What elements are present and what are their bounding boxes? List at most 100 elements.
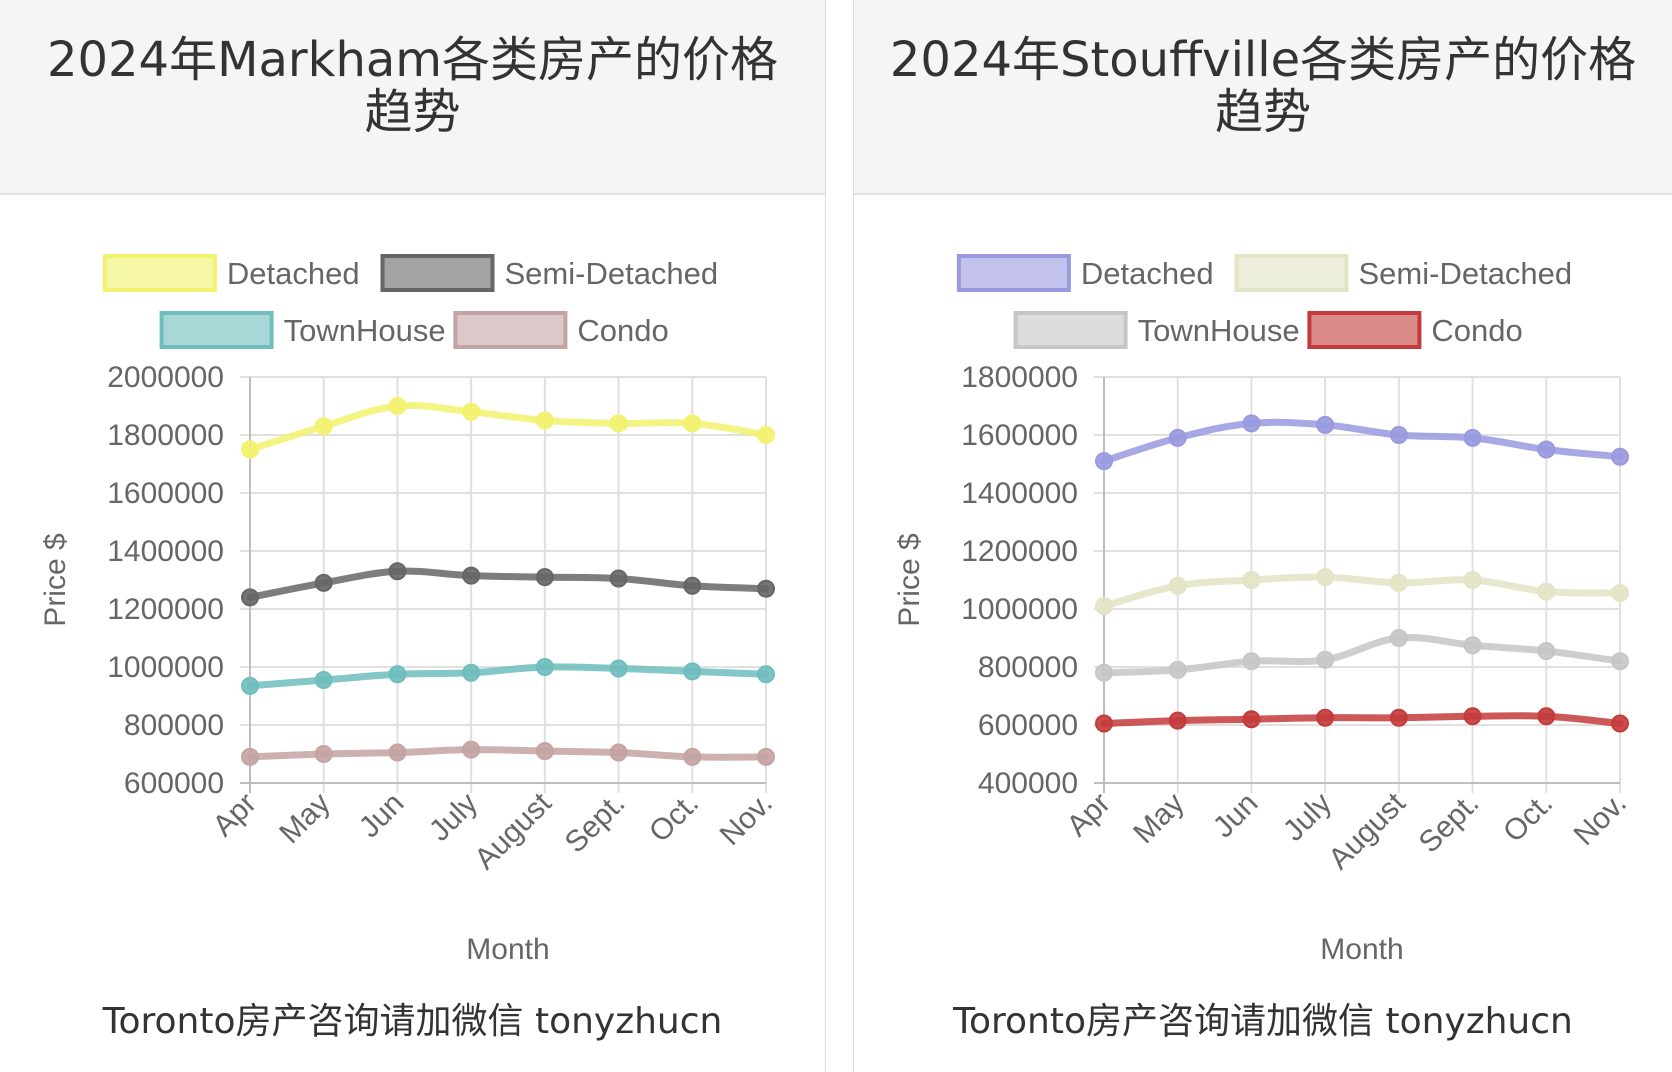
data-point[interactable] xyxy=(1389,573,1408,592)
data-point[interactable] xyxy=(757,665,775,684)
legend-item-semi-detached[interactable]: Semi-Detached xyxy=(380,254,719,292)
data-point[interactable] xyxy=(314,573,333,592)
data-point[interactable] xyxy=(609,569,628,588)
data-point[interactable] xyxy=(757,426,775,444)
y-tick-label: 1200000 xyxy=(961,535,1078,568)
data-point[interactable] xyxy=(609,414,628,433)
data-point[interactable] xyxy=(1168,576,1187,595)
data-point[interactable] xyxy=(1242,571,1261,589)
data-point[interactable] xyxy=(1389,629,1408,647)
chart-legend: Detached Semi-Detached TownHouse Condo xyxy=(102,254,719,349)
data-point[interactable] xyxy=(462,740,481,759)
legend-item-detached[interactable]: Detached xyxy=(102,254,360,292)
chart-legend: Detached Semi-Detached TownHouse Condo xyxy=(956,254,1573,349)
data-point[interactable] xyxy=(462,402,481,421)
data-point[interactable] xyxy=(1537,642,1556,661)
legend-swatch xyxy=(159,311,274,349)
data-point[interactable] xyxy=(683,576,702,595)
y-tick-label: 2000000 xyxy=(107,361,224,394)
data-point[interactable] xyxy=(1095,714,1113,733)
y-tick-label: 1400000 xyxy=(961,477,1078,510)
data-point[interactable] xyxy=(1168,428,1187,447)
data-point[interactable] xyxy=(241,747,259,766)
y-tick-label: 1400000 xyxy=(107,535,224,568)
data-point[interactable] xyxy=(1389,426,1408,444)
data-point[interactable] xyxy=(1463,707,1482,726)
data-point[interactable] xyxy=(757,579,775,598)
data-point[interactable] xyxy=(1095,597,1113,616)
x-axis-title: Month xyxy=(1320,933,1403,966)
data-point[interactable] xyxy=(1168,711,1187,730)
data-point[interactable] xyxy=(388,397,407,415)
y-tick-label: 600000 xyxy=(124,767,224,800)
legend-swatch xyxy=(1234,254,1349,292)
legend-label: Condo xyxy=(577,313,668,348)
data-point[interactable] xyxy=(314,671,333,690)
data-point[interactable] xyxy=(535,658,554,676)
data-point[interactable] xyxy=(241,440,259,459)
series-condo xyxy=(1095,707,1629,733)
data-point[interactable] xyxy=(1316,568,1335,587)
data-point[interactable] xyxy=(1537,582,1556,601)
data-point[interactable] xyxy=(535,568,554,587)
x-tick-label: May xyxy=(1127,787,1190,850)
data-point[interactable] xyxy=(1242,652,1261,671)
data-point[interactable] xyxy=(1168,660,1187,679)
data-point[interactable] xyxy=(1611,447,1629,466)
data-point[interactable] xyxy=(1463,571,1482,589)
data-point[interactable] xyxy=(609,743,628,762)
legend-item-townhouse[interactable]: TownHouse xyxy=(159,311,446,349)
series-semi-detached xyxy=(241,562,775,607)
y-tick-label: 800000 xyxy=(124,709,224,742)
data-point[interactable] xyxy=(1095,663,1113,682)
data-point[interactable] xyxy=(1389,708,1408,727)
panel-header: 2024年Stouffville各类房产的价格趋势 xyxy=(854,0,1672,195)
data-point[interactable] xyxy=(683,747,702,766)
data-point[interactable] xyxy=(683,662,702,681)
data-point[interactable] xyxy=(535,411,554,430)
data-point[interactable] xyxy=(1242,414,1261,433)
data-point[interactable] xyxy=(757,747,775,766)
y-tick-label: 400000 xyxy=(978,767,1078,800)
data-point[interactable] xyxy=(241,588,259,607)
data-point[interactable] xyxy=(535,742,554,761)
legend-item-townhouse[interactable]: TownHouse xyxy=(1013,311,1300,349)
data-point[interactable] xyxy=(1316,650,1335,669)
data-point[interactable] xyxy=(1463,636,1482,655)
data-point[interactable] xyxy=(1611,652,1629,671)
x-tick-label: Oct. xyxy=(1497,787,1559,849)
data-point[interactable] xyxy=(388,665,407,684)
data-point[interactable] xyxy=(314,745,333,763)
data-point[interactable] xyxy=(1463,428,1482,447)
data-point[interactable] xyxy=(1537,440,1556,459)
y-tick-label: 1800000 xyxy=(107,419,224,452)
legend-item-condo[interactable]: Condo xyxy=(1307,311,1523,349)
data-point[interactable] xyxy=(241,676,259,695)
series-townhouse xyxy=(241,658,775,695)
legend-label: Condo xyxy=(1431,313,1522,348)
legend-label: TownHouse xyxy=(1138,313,1300,348)
data-point[interactable] xyxy=(314,417,333,436)
legend-item-detached[interactable]: Detached xyxy=(956,254,1214,292)
legend-item-condo[interactable]: Condo xyxy=(453,311,669,349)
data-point[interactable] xyxy=(388,743,407,762)
data-point[interactable] xyxy=(1242,710,1261,729)
legend-item-semi-detached[interactable]: Semi-Detached xyxy=(1234,254,1573,292)
data-point[interactable] xyxy=(1316,415,1335,434)
y-tick-label: 1600000 xyxy=(107,477,224,510)
data-point[interactable] xyxy=(1316,708,1335,727)
data-point[interactable] xyxy=(1537,707,1556,726)
data-point[interactable] xyxy=(1611,584,1629,603)
data-point[interactable] xyxy=(388,562,407,581)
x-tick-label: July xyxy=(423,787,484,848)
data-point[interactable] xyxy=(1095,452,1113,471)
data-point[interactable] xyxy=(609,659,628,678)
x-tick-label: Oct. xyxy=(643,787,705,849)
data-point[interactable] xyxy=(462,663,481,682)
legend-swatch xyxy=(1307,311,1422,349)
legend-label: TownHouse xyxy=(284,313,446,348)
data-point[interactable] xyxy=(462,566,481,585)
y-tick-label: 1200000 xyxy=(107,593,224,626)
data-point[interactable] xyxy=(1611,714,1629,733)
data-point[interactable] xyxy=(683,414,702,433)
